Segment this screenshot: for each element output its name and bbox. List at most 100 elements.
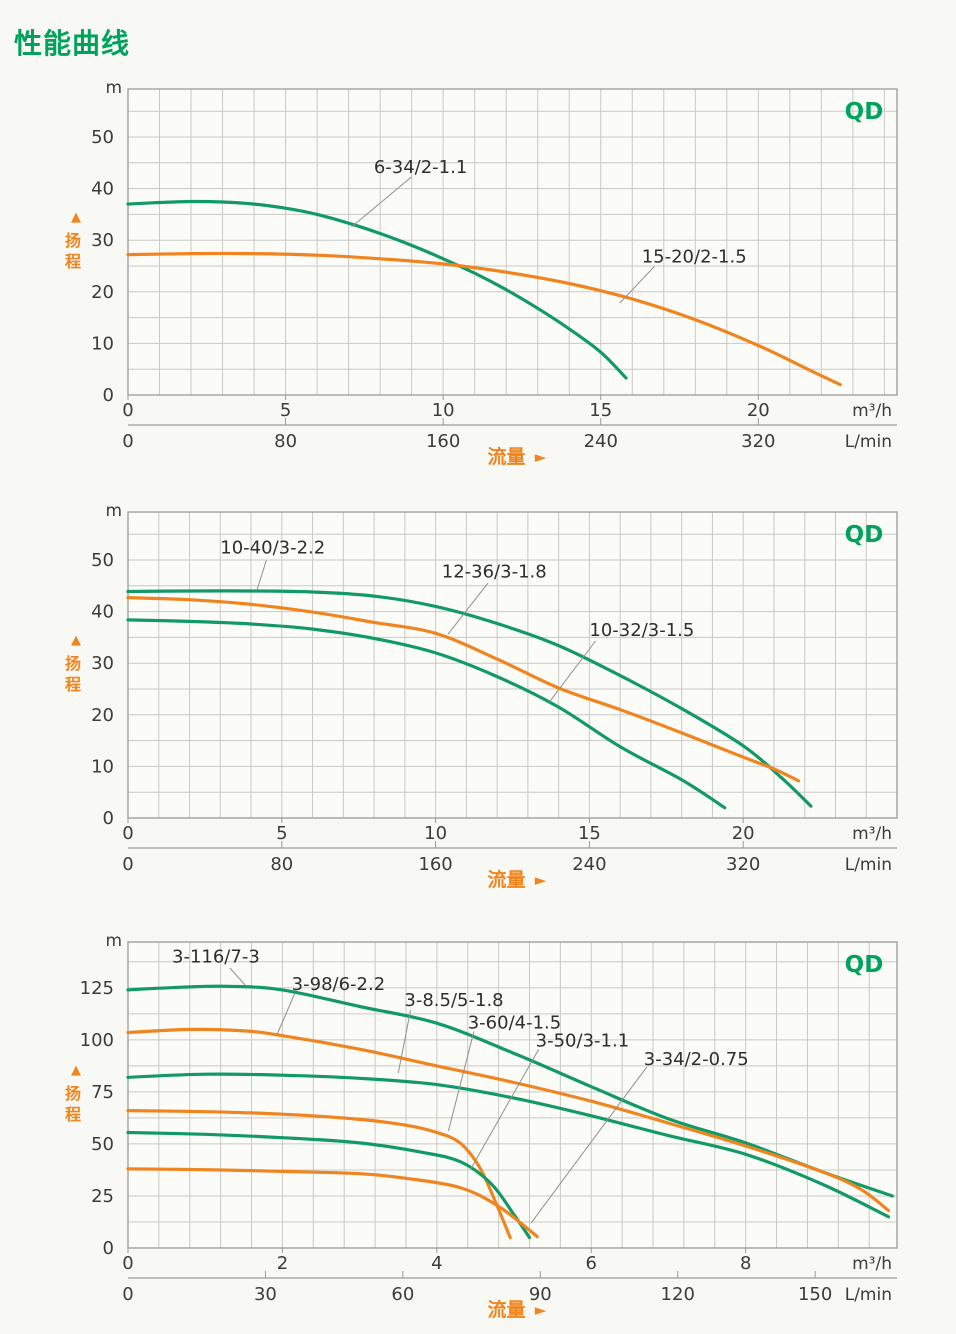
x-secondary-unit-label: L/min: [845, 1285, 892, 1305]
leader-line-3-60-4-1-5: [447, 1031, 475, 1132]
x-primary-unit-label: m³/h: [852, 401, 892, 421]
secondary-tick-label: 0: [122, 431, 133, 452]
x-tick-label: 5: [280, 400, 291, 421]
up-arrow-icon: ▲: [71, 210, 81, 225]
model-badge: QD: [845, 522, 884, 548]
y-tick-label: 30: [91, 230, 114, 251]
up-arrow-icon: ▲: [71, 633, 81, 648]
y-tick-label: 40: [91, 179, 114, 200]
secondary-tick-label: 320: [741, 431, 775, 452]
y-tick-label: 0: [103, 808, 114, 829]
leader-line-10-40-3-2-2: [256, 559, 267, 590]
x-tick-label: 0: [122, 1253, 133, 1274]
secondary-tick-label: 120: [661, 1284, 695, 1305]
x-tick-label: 15: [589, 400, 612, 421]
x-tick-label: 6: [586, 1253, 597, 1274]
x-tick-label: 8: [740, 1253, 751, 1274]
x-tick-label: 2: [277, 1253, 288, 1274]
series-label-10-32-3-1-5: 10-32/3-1.5: [589, 620, 694, 641]
leader-line-15-20-2-1-5: [619, 266, 655, 304]
model-badge: QD: [845, 952, 884, 978]
secondary-tick-label: 80: [274, 431, 297, 452]
secondary-tick-label: 150: [798, 1284, 832, 1305]
y-axis-title: 扬: [65, 654, 81, 673]
y-tick-label: 10: [91, 756, 114, 777]
series-label-3-98-6-2-2: 3-98/6-2.2: [292, 974, 386, 995]
y-tick-label: 100: [80, 1030, 114, 1051]
secondary-tick-label: 80: [270, 854, 293, 875]
series-curve-10-32-3-1-5: [126, 618, 727, 810]
x-tick-label: 0: [122, 400, 133, 421]
plot-area: [128, 89, 897, 395]
plot-border: [127, 511, 898, 819]
y-tick-label: 20: [91, 282, 114, 303]
x-tick-label: 20: [732, 823, 755, 844]
leader-line-3-34-2-0-75: [530, 1066, 648, 1224]
series-curve-3-116-7-3: [126, 984, 894, 1198]
y-axis-title: 程: [65, 1105, 81, 1124]
secondary-tick-label: 30: [254, 1284, 277, 1305]
x-tick-label: 4: [431, 1253, 442, 1274]
y-tick-label: 30: [91, 653, 114, 674]
leader-line-3-116-7-3: [229, 967, 246, 986]
secondary-tick-label: 320: [726, 854, 760, 875]
x-primary-unit-label: m³/h: [852, 1254, 892, 1274]
x-axis-title: 流量: [487, 1298, 525, 1321]
chart-1: 0 10 20 30 40 50 m 0 5 10 15 20 m³/h 0 80 160 240 320 L/mi…: [65, 78, 898, 468]
chart-3: 0 25 50 75 100 125 m 0 2 4 6 8 m³/h 0 30 60 90 120 150 L/mi…: [65, 931, 898, 1321]
series-label-12-36-3-1-8: 12-36/3-1.8: [442, 561, 547, 582]
up-arrow-icon: ▲: [71, 1063, 81, 1078]
x-tick-label: 15: [578, 823, 601, 844]
right-arrow-icon: ►: [535, 1301, 547, 1319]
x-tick-label: 10: [424, 823, 447, 844]
x-tick-label: 20: [747, 400, 770, 421]
plot-border: [127, 941, 898, 1249]
y-tick-label: 40: [91, 602, 114, 623]
series-curve-12-36-3-1-8: [126, 596, 801, 783]
secondary-tick-label: 0: [122, 854, 133, 875]
y-tick-label: 10: [91, 333, 114, 354]
leader-line-3-50-3-1-1: [470, 1048, 540, 1170]
right-arrow-icon: ►: [535, 448, 547, 466]
series-label-3-34-2-0-75: 3-34/2-0.75: [644, 1049, 749, 1070]
y-axis-title: 程: [65, 675, 81, 694]
series-label-3-50-3-1-1: 3-50/3-1.1: [536, 1030, 630, 1051]
series-curve-3-50-3-1-1: [126, 1130, 532, 1240]
secondary-tick-label: 90: [529, 1284, 552, 1305]
leader-line-3-8-5-5-1-8: [397, 1009, 412, 1074]
series-label-3-116-7-3: 3-116/7-3: [172, 947, 260, 968]
series-label-6-34-2-1-1: 6-34/2-1.1: [374, 157, 468, 178]
secondary-tick-label: 60: [391, 1284, 414, 1305]
x-primary-unit-label: m³/h: [852, 824, 892, 844]
leader-line-6-34-2-1-1: [351, 176, 412, 228]
series-label-15-20-2-1-5: 15-20/2-1.5: [642, 247, 747, 268]
x-axis-title: 流量: [487, 445, 525, 468]
leader-line-12-36-3-1-8: [447, 582, 489, 635]
secondary-tick-label: 240: [584, 431, 618, 452]
y-tick-label: 50: [91, 550, 114, 571]
y-unit-label: m: [105, 931, 122, 951]
page-title: 性能曲线: [14, 27, 131, 60]
x-secondary-unit-label: L/min: [845, 855, 892, 875]
secondary-tick-label: 240: [572, 854, 606, 875]
x-secondary-unit-label: L/min: [845, 432, 892, 452]
x-tick-label: 5: [276, 823, 287, 844]
y-unit-label: m: [105, 501, 122, 521]
y-tick-label: 0: [103, 385, 114, 406]
series-label-10-40-3-2-2: 10-40/3-2.2: [220, 538, 325, 559]
y-axis-title: 扬: [65, 1084, 81, 1103]
right-arrow-icon: ►: [535, 871, 547, 889]
leader-line-3-98-6-2-2: [276, 993, 296, 1035]
series-curve-3-8-5-5-1-8: [126, 1072, 891, 1219]
y-unit-label: m: [105, 78, 122, 98]
y-tick-label: 50: [91, 127, 114, 148]
y-tick-label: 50: [91, 1134, 114, 1155]
y-tick-label: 125: [80, 978, 114, 999]
series-curve-3-34-2-0-75: [126, 1167, 539, 1239]
x-tick-label: 10: [432, 400, 455, 421]
series-label-3-8-5-5-1-8: 3-8.5/5-1.8: [404, 990, 503, 1011]
series-curve-6-34-2-1-1: [126, 199, 628, 380]
x-tick-label: 0: [122, 823, 133, 844]
x-axis-title: 流量: [487, 868, 525, 891]
